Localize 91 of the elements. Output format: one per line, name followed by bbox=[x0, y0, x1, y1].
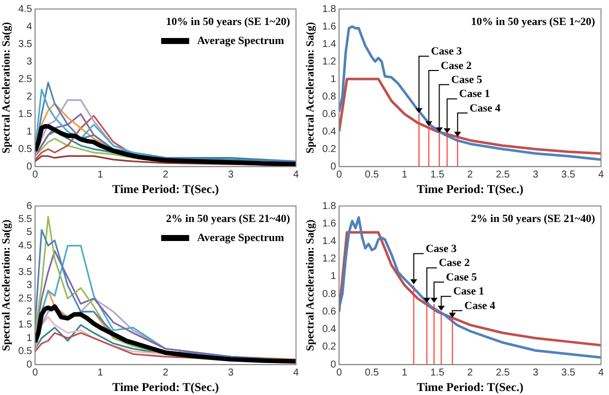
y-tick-label: 0.8 bbox=[322, 288, 337, 300]
y-tick-label: 3 bbox=[26, 56, 33, 68]
y-tick-label: 1 bbox=[330, 271, 337, 282]
y-tick-label: 0 bbox=[26, 359, 33, 370]
x-tick-label: 3 bbox=[532, 169, 539, 180]
y-axis-title: Spectral Acceleration: Sa(g) bbox=[0, 22, 12, 154]
y-tick-label: 0 bbox=[26, 161, 33, 172]
x-tick-label: 3.5 bbox=[561, 169, 576, 180]
text: 2% in 50 years (SE 21~40) bbox=[166, 212, 290, 225]
y-tick-label: 1.6 bbox=[322, 21, 337, 32]
annotation: Case 2 bbox=[438, 257, 470, 270]
x-tick-label: 4 bbox=[293, 367, 300, 378]
y-tick-label: 1.2 bbox=[322, 254, 337, 265]
x-axis-title: Time Period: T(Sec.) bbox=[416, 380, 524, 394]
y-tick-label: 0.2 bbox=[322, 144, 337, 155]
x-tick-label: 1.5 bbox=[430, 367, 445, 378]
y-tick-label: 1 bbox=[26, 126, 33, 138]
y-tick-label: 2.5 bbox=[18, 293, 33, 304]
legend-label: Average Spectrum bbox=[197, 34, 284, 47]
annotation: Case 4 bbox=[470, 102, 501, 114]
x-tick-label: 1 bbox=[98, 169, 104, 180]
y-axis-title: Spectral Acceleration: Sa(g) bbox=[304, 22, 316, 154]
y-tick-label: 1.4 bbox=[322, 236, 337, 247]
x-tick-label: 3 bbox=[532, 367, 539, 378]
annotation: Case 1 bbox=[459, 88, 490, 100]
x-tick-label: 3 bbox=[228, 169, 234, 180]
y-axis-title: Spectral Acceleration: Sa(g) bbox=[304, 219, 316, 351]
annotation: Case 5 bbox=[446, 271, 478, 284]
x-tick-label: 0.5 bbox=[364, 367, 380, 378]
x-tick-label: 4 bbox=[598, 169, 604, 180]
annotation: Case 1 bbox=[453, 286, 484, 298]
y-tick-label: 1 bbox=[330, 74, 337, 85]
y-tick-label: 0.8 bbox=[322, 91, 337, 102]
x-tick-label: 2 bbox=[467, 367, 474, 378]
y-tick-label: 0 bbox=[330, 161, 337, 172]
y-tick-label: 0.2 bbox=[322, 342, 337, 353]
x-axis-title: Time Period: T(Sec.) bbox=[112, 182, 219, 196]
y-tick-label: 0.4 bbox=[322, 324, 337, 336]
annotation: Case 3 bbox=[426, 242, 458, 255]
y-tick-label: 5.5 bbox=[18, 214, 33, 225]
y-tick-label: 3 bbox=[26, 280, 33, 292]
text: 2% in 50 years (SE 21~40) bbox=[471, 212, 596, 225]
x-tick-label: 4 bbox=[293, 169, 300, 180]
x-tick-label: 3 bbox=[228, 367, 234, 378]
annotation: Case 2 bbox=[440, 60, 472, 72]
y-tick-label: 5 bbox=[26, 227, 33, 238]
y-tick-label: 0 bbox=[330, 359, 337, 370]
legend-label: Average Spectrum bbox=[197, 232, 284, 244]
y-tick-label: 3.5 bbox=[18, 266, 33, 278]
x-tick-label: 1 bbox=[402, 169, 408, 180]
x-tick-label: 2 bbox=[467, 169, 474, 180]
annotation: Case 4 bbox=[464, 300, 496, 312]
y-tick-label: 0.6 bbox=[322, 306, 337, 318]
x-axis-title: Time Period: T(Sec.) bbox=[416, 182, 524, 196]
x-axis-title: Time Period: T(Sec.) bbox=[112, 380, 219, 394]
y-tick-label: 2.5 bbox=[18, 74, 33, 85]
y-tick-label: 1.5 bbox=[18, 108, 33, 120]
x-tick-label: 1 bbox=[98, 367, 104, 378]
x-tick-label: 4 bbox=[598, 367, 604, 378]
y-tick-label: 1.6 bbox=[322, 218, 337, 230]
y-tick-label: 3.5 bbox=[18, 38, 33, 50]
x-tick-label: 3.5 bbox=[561, 367, 576, 378]
y-tick-label: 1.4 bbox=[322, 38, 337, 50]
y-tick-label: 1.8 bbox=[322, 4, 337, 15]
y-tick-label: 0.6 bbox=[322, 108, 337, 120]
y-tick-label: 1 bbox=[26, 332, 33, 344]
y-tick-label: 0.5 bbox=[18, 144, 33, 155]
y-tick-label: 4 bbox=[26, 254, 33, 265]
annotation: Case 5 bbox=[451, 74, 483, 86]
y-tick-label: 4.5 bbox=[18, 240, 33, 252]
y-tick-label: 1.2 bbox=[322, 56, 337, 68]
x-tick-label: 1 bbox=[402, 367, 408, 378]
x-tick-label: 0.5 bbox=[364, 169, 380, 180]
annotation: Case 3 bbox=[430, 46, 462, 58]
text: 10% in 50 years (SE 1~20) bbox=[166, 16, 290, 28]
y-tick-label: 4 bbox=[26, 21, 33, 32]
x-tick-label: 2.5 bbox=[496, 367, 510, 378]
y-tick-label: 0.4 bbox=[322, 126, 337, 138]
text: 10% in 50 years (SE 1~20) bbox=[471, 16, 596, 28]
y-tick-label: 0.5 bbox=[18, 346, 33, 358]
y-tick-label: 6 bbox=[26, 200, 33, 212]
y-tick-label: 1.5 bbox=[18, 320, 33, 331]
x-tick-label: 1.5 bbox=[430, 169, 445, 180]
y-axis-title: Spectral Acceleration: Sa(g) bbox=[0, 219, 12, 351]
x-tick-label: 2 bbox=[162, 367, 169, 378]
y-tick-label: 2 bbox=[26, 91, 33, 102]
y-tick-label: 1.8 bbox=[322, 200, 337, 212]
x-tick-label: 2.5 bbox=[496, 169, 510, 180]
y-tick-label: 2 bbox=[26, 306, 33, 318]
x-tick-label: 2 bbox=[162, 169, 169, 180]
y-tick-label: 4.5 bbox=[18, 4, 33, 15]
